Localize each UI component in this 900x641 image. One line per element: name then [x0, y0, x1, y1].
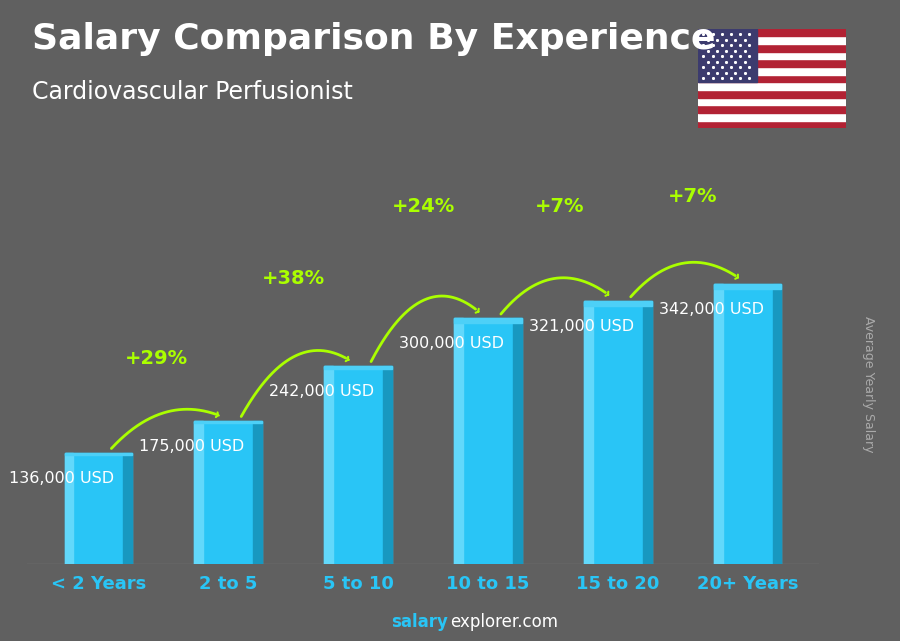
Bar: [324, 365, 392, 564]
Bar: [698, 97, 846, 105]
Text: +7%: +7%: [535, 197, 584, 216]
Bar: [698, 82, 846, 90]
Bar: [714, 284, 781, 564]
Bar: [454, 318, 522, 564]
Bar: [714, 284, 723, 564]
Bar: [698, 67, 846, 75]
Bar: [772, 284, 781, 564]
Bar: [698, 44, 846, 52]
Bar: [698, 37, 846, 44]
Bar: [698, 60, 846, 67]
Text: +7%: +7%: [669, 187, 718, 206]
Text: explorer.com: explorer.com: [450, 613, 558, 631]
Bar: [194, 420, 262, 423]
Bar: [383, 365, 392, 564]
Bar: [584, 301, 652, 306]
Bar: [324, 365, 392, 369]
Bar: [698, 52, 846, 60]
Bar: [698, 90, 846, 97]
Text: 175,000 USD: 175,000 USD: [140, 438, 245, 454]
Bar: [698, 105, 846, 113]
Text: 342,000 USD: 342,000 USD: [659, 302, 764, 317]
Bar: [643, 301, 652, 564]
Text: Cardiovascular Perfusionist: Cardiovascular Perfusionist: [32, 80, 353, 104]
Text: +24%: +24%: [392, 197, 454, 216]
Bar: [698, 29, 846, 37]
Bar: [65, 453, 132, 564]
Bar: [584, 301, 652, 564]
Bar: [253, 420, 262, 564]
Text: +38%: +38%: [262, 269, 325, 288]
Bar: [584, 301, 593, 564]
Text: 300,000 USD: 300,000 USD: [399, 336, 504, 351]
Bar: [194, 420, 203, 564]
Bar: [698, 121, 846, 128]
Bar: [698, 113, 846, 121]
Bar: [65, 453, 74, 564]
Text: 321,000 USD: 321,000 USD: [529, 319, 634, 334]
Text: salary: salary: [392, 613, 448, 631]
Bar: [65, 453, 132, 454]
Bar: [454, 318, 463, 564]
Text: Salary Comparison By Experience: Salary Comparison By Experience: [32, 22, 715, 56]
Bar: [194, 420, 262, 564]
Bar: [513, 318, 522, 564]
Text: 242,000 USD: 242,000 USD: [269, 384, 374, 399]
Text: 136,000 USD: 136,000 USD: [10, 470, 114, 486]
Text: +29%: +29%: [125, 349, 188, 368]
Bar: [324, 365, 333, 564]
Bar: [454, 318, 522, 322]
Bar: [714, 284, 781, 288]
Bar: [698, 29, 757, 82]
Bar: [698, 75, 846, 82]
Bar: [123, 453, 132, 564]
Text: Average Yearly Salary: Average Yearly Salary: [862, 317, 875, 453]
